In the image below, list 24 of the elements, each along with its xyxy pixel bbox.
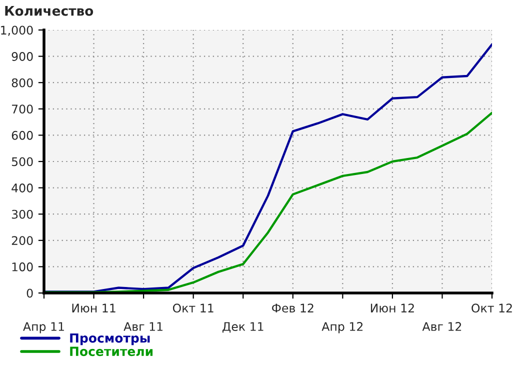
x-tick-label: Окт 11 <box>172 304 214 313</box>
legend-label: Посетители <box>70 346 153 356</box>
legend-label: Просмотры <box>70 333 150 346</box>
x-tick-label: Авг 11 <box>124 322 162 331</box>
x-tick-label: Апр 12 <box>322 322 363 334</box>
x-tick-label: Окт 12 <box>472 304 512 313</box>
y-tick-label: 0 <box>26 288 33 298</box>
y-tick-label: 500 <box>12 157 33 166</box>
x-tick-label: Фев 12 <box>272 304 314 313</box>
x-tick-label: Дек 11 <box>222 322 264 333</box>
y-tick-label: 800 <box>12 78 33 88</box>
y-tick-label: 300 <box>12 210 33 219</box>
x-tick-label: Апр 11 <box>23 322 64 334</box>
y-tick-label: 700 <box>12 104 33 114</box>
y-tick-label: 900 <box>12 52 33 61</box>
y-tick-label: 400 <box>12 184 33 192</box>
x-tick-label: Авг 12 <box>422 322 462 331</box>
y-tick-label: 600 <box>12 130 33 140</box>
y-tick-label: 1,000 <box>1 26 33 36</box>
y-tick-label: 100 <box>12 262 33 272</box>
y-axis-title: Количество <box>5 6 94 16</box>
x-tick-label: Июн 12 <box>370 304 414 313</box>
y-tick-label: 200 <box>12 236 33 246</box>
x-tick-label: Июн 11 <box>72 304 116 313</box>
